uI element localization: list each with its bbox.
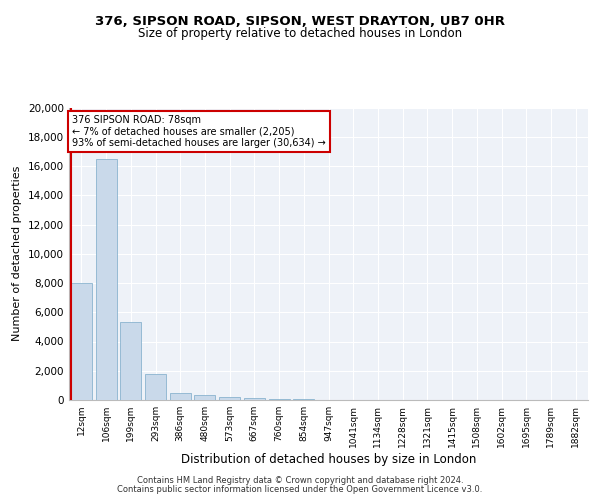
X-axis label: Distribution of detached houses by size in London: Distribution of detached houses by size … [181,452,476,466]
Bar [71,283,92,400]
Bar [145,374,166,400]
Bar [95,158,116,400]
Text: 376 SIPSON ROAD: 78sqm
← 7% of detached houses are smaller (2,205)
93% of semi-d: 376 SIPSON ROAD: 78sqm ← 7% of detached … [72,115,326,148]
Text: Size of property relative to detached houses in London: Size of property relative to detached ho… [138,28,462,40]
Text: 376, SIPSON ROAD, SIPSON, WEST DRAYTON, UB7 0HR: 376, SIPSON ROAD, SIPSON, WEST DRAYTON, … [95,15,505,28]
Bar [194,395,215,400]
Bar [120,322,141,400]
Bar [170,392,191,400]
Text: Contains HM Land Registry data © Crown copyright and database right 2024.: Contains HM Land Registry data © Crown c… [137,476,463,485]
Y-axis label: Number of detached properties: Number of detached properties [13,166,22,342]
Bar [244,398,265,400]
Text: Contains public sector information licensed under the Open Government Licence v3: Contains public sector information licen… [118,485,482,494]
Bar [219,397,240,400]
Bar [293,399,314,400]
Bar [269,398,290,400]
